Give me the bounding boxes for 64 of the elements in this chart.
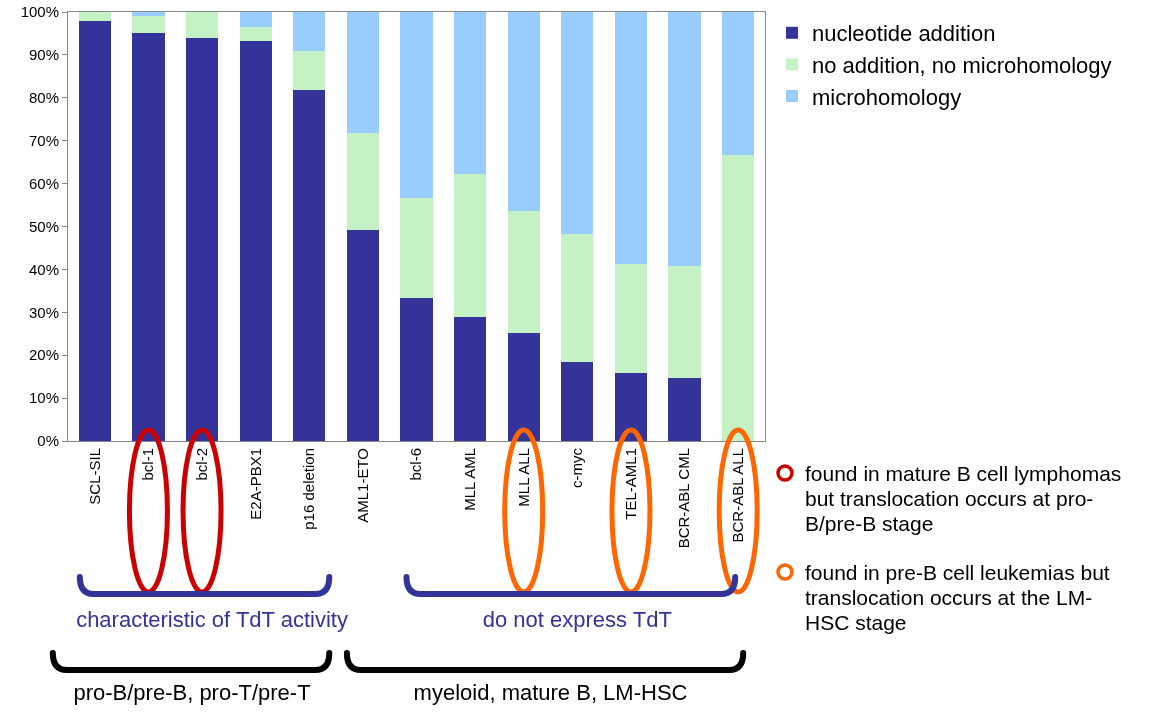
x-tick-label: p16 deletion [300,448,318,530]
bar [293,90,326,441]
bar [78,12,111,21]
y-tick-label: 80% [28,89,59,107]
bar [722,12,755,155]
y-tick-label: 0% [37,432,59,450]
bar [561,362,594,441]
y-tick-label: 10% [28,389,59,407]
x-tick-label: BCR-ABL CML [675,448,693,549]
legend-label: no addition, no microhomology [811,52,1112,78]
bar [614,263,648,373]
bar [132,12,165,17]
y-tick-label: 100% [20,3,59,21]
bar [561,233,594,363]
y-tick-label: 40% [28,260,59,278]
text: pro-B/pre-B, pro-T/pre-T [73,680,311,705]
bar [293,51,326,91]
text: found in mature B cell lymphomas but translocation occurs at pro-B/pre-B stage [805,461,1123,536]
x-tick-label: c-myc [568,447,586,488]
text: characteristic of TdT activity [75,607,349,632]
bar [346,229,379,441]
bar [668,377,701,441]
text: found in pre-B cell leukemias but translocation occurs at the LM-HSC stage [805,560,1111,635]
y-tick-label: 90% [28,46,59,64]
x-tick-label: bcl-6 [407,448,425,481]
bar [454,317,487,441]
x-tick-label: BCR-ABL ALL [729,448,747,543]
x-tick-label: bcl-1 [139,448,157,481]
y-tick-label: 70% [28,131,59,149]
bar [239,12,272,27]
x-tick-label: E2A-PBX1 [246,448,264,520]
bar [561,12,594,234]
bar [454,174,487,318]
bar [346,133,379,230]
bar [78,20,111,441]
x-tick-label: AML1-ETO [353,448,371,523]
bar [668,265,701,378]
y-tick-label: 50% [28,217,59,235]
bar [668,12,701,266]
bar [400,198,433,299]
bar [400,298,433,441]
text: myeloid, mature B, LM-HSC [413,680,688,705]
legend-label: microhomology [811,84,962,110]
x-tick-label: MLL AML [460,448,478,511]
legend-label: nucleotide addition [811,21,996,47]
bar [346,12,379,134]
y-tick-label: 60% [28,174,59,192]
text: do not express TdT [482,607,672,632]
bar [239,40,272,441]
bar [400,12,433,199]
x-tick-label: MLL ALL [514,448,532,507]
bar [614,12,648,264]
bar [132,16,165,34]
x-tick-label: TEL-AML1 [621,448,639,520]
bar [507,211,540,333]
bar [507,12,540,212]
y-tick-label: 30% [28,303,59,321]
bar [454,12,487,175]
y-tick-label: 20% [28,346,59,364]
x-tick-label: bcl-2 [192,448,210,481]
x-tick-label: SCL-SIL [85,448,103,505]
bar [239,26,272,41]
bar [185,12,219,38]
bar [293,12,326,52]
